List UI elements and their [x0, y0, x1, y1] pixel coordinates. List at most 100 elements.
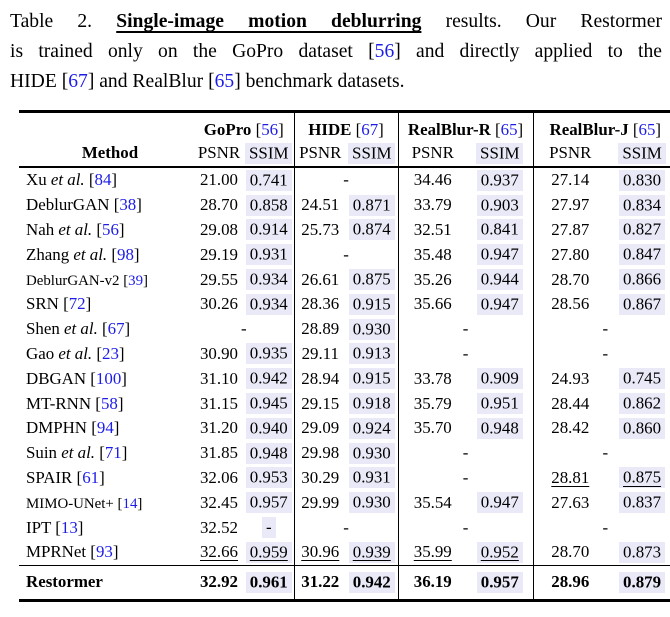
ssim-value: 0.915 — [352, 294, 391, 314]
psnr-cell: 28.70 — [532, 267, 608, 292]
citation-ref[interactable]: 94 — [96, 418, 114, 438]
citation-ref[interactable]: 23 — [102, 343, 119, 363]
method-name: DBGAN — [26, 368, 87, 388]
citation-ref[interactable]: 56 — [374, 41, 395, 62]
method-name: SRN — [26, 294, 59, 314]
citation-ref[interactable]: 72 — [68, 294, 86, 314]
ssim-highlight: 0.918 — [348, 393, 395, 415]
ssim-value: 0.952 — [480, 542, 519, 562]
psnr-cell: 30.26 — [194, 292, 244, 317]
citation-ref[interactable]: 98 — [117, 244, 134, 264]
citation-ref[interactable]: 65 — [638, 120, 656, 139]
ssim-value: 0.834 — [623, 195, 662, 215]
ssim-cell: 0.947 — [467, 490, 533, 515]
bracket: ] — [133, 244, 140, 264]
citation-ref[interactable]: 13 — [60, 517, 78, 537]
citation-ref[interactable]: 38 — [119, 195, 137, 215]
ssim-highlight: 0.860 — [619, 417, 666, 439]
citation-ref[interactable]: 100 — [95, 368, 122, 388]
citation-ref[interactable]: 65 — [500, 120, 518, 139]
method-name: Restormer — [26, 572, 103, 592]
ssim-cell: 0.952 — [467, 540, 533, 565]
bracket: [ — [92, 343, 102, 363]
citation-ref[interactable]: 65 — [214, 71, 235, 92]
ssim-value: 0.858 — [249, 195, 288, 215]
ssim-highlight: 0.948 — [476, 417, 523, 439]
psnr-cell: 29.19 — [194, 242, 244, 267]
citation-ref[interactable]: 61 — [82, 467, 100, 487]
method-cell: DBGAN [100] — [19, 366, 194, 391]
ssim-header-highlight: SSIM — [348, 142, 396, 164]
ssim-highlight: 0.953 — [245, 467, 292, 489]
bracket: [ — [94, 443, 105, 463]
ssim-highlight: 0.924 — [348, 417, 395, 439]
ssim-value: 0.957 — [249, 492, 288, 512]
bracket: ] — [137, 495, 143, 512]
table-header: GoPro [56] HIDE [67] RealBlur-R [65] RealBl… — [19, 111, 670, 167]
et-al-text: et al. — [46, 170, 85, 190]
method-name: DeblurGAN-v2 — [26, 272, 120, 289]
ssim-highlight: 0.931 — [245, 244, 292, 266]
ssim-value: 0.942 — [352, 572, 391, 592]
ssim-cell: 0.944 — [467, 267, 533, 292]
ssim-highlight: 0.873 — [619, 541, 666, 563]
psnr-value: 34.46 — [413, 170, 452, 190]
ssim-cell: 0.834 — [607, 193, 670, 218]
bracket: [ — [86, 368, 96, 388]
bracket: ] — [655, 120, 662, 139]
citation-ref[interactable]: 67 — [107, 319, 125, 339]
psnr-cell: 32.51 — [397, 217, 468, 243]
psnr-value: 32.45 — [199, 492, 238, 512]
missing-value-cell: - — [397, 316, 534, 342]
bracket: ] — [517, 120, 524, 139]
ssim-highlight: 0.879 — [619, 571, 666, 593]
psnr-cell: 30.96 — [293, 539, 347, 566]
citation-ref[interactable]: 58 — [100, 393, 118, 413]
psnr-value: 24.51 — [301, 195, 340, 215]
citation-ref[interactable]: 93 — [95, 542, 113, 562]
citation-ref[interactable]: 14 — [122, 495, 138, 512]
ssim-highlight: 0.858 — [245, 194, 292, 216]
method-cell: Gao et al. [23] — [19, 342, 194, 367]
citation-ref[interactable]: 56 — [261, 120, 279, 139]
ssim-cell: 0.931 — [244, 242, 294, 267]
citation-ref[interactable]: 67 — [68, 71, 88, 92]
psnr-cell: 25.73 — [293, 217, 347, 243]
method-cell: MPRNet [93] — [19, 540, 194, 565]
method-name: MPRNet — [26, 542, 87, 562]
ssim-highlight: 0.745 — [619, 368, 666, 390]
citation-ref[interactable]: 56 — [102, 219, 119, 239]
bracket: ] — [113, 418, 120, 438]
psnr-value: 35.79 — [413, 393, 452, 413]
ssim-value: 0.947 — [480, 492, 519, 512]
missing-value-cell: - — [532, 440, 670, 466]
citation-ref[interactable]: 71 — [104, 443, 122, 463]
psnr-value: 29.99 — [301, 492, 340, 512]
psnr-cell: 29.11 — [293, 341, 347, 367]
psnr-cell: 34.46 — [397, 167, 468, 193]
ssim-highlight: 0.914 — [245, 219, 292, 241]
citation-ref[interactable]: 39 — [128, 272, 144, 289]
caption-text: HIDE [ — [10, 71, 69, 92]
method-cell: DeblurGAN-v2 [39] — [19, 267, 194, 292]
bracket: [ — [119, 272, 129, 289]
ssim-cell: 0.913 — [346, 342, 398, 367]
dataset-name: GoPro — [203, 120, 252, 139]
ssim-cell: 0.841 — [467, 218, 533, 243]
citation-ref[interactable]: 67 — [361, 120, 379, 139]
ssim-highlight: 0.871 — [348, 194, 395, 216]
psnr-value: 29.08 — [199, 219, 238, 239]
bracket: ] — [136, 195, 142, 215]
table-row-spair: SPAIR [61] 32.06 0.953 30.29 0.931-28.81 0.87… — [19, 465, 670, 491]
psnr-value: 35.26 — [413, 269, 452, 289]
psnr-cell: 31.85 — [194, 441, 244, 466]
table-body: Xu et al. [84] 21.00 0.741-34.46 0.937 27.14… — [19, 167, 670, 566]
table-row-dmphn: DMPHN [94] 31.20 0.940 29.09 0.924 35.70 0.948… — [19, 415, 670, 441]
method-name: SPAIR — [26, 467, 73, 487]
ssim-header: SSIM — [346, 140, 398, 167]
ssim-highlight: 0.913 — [348, 343, 395, 365]
ssim-value: 0.931 — [352, 467, 391, 487]
caption-text: Table 2. — [10, 11, 117, 32]
psnr-cell: 32.06 — [194, 466, 244, 491]
citation-ref[interactable]: 84 — [94, 170, 112, 190]
